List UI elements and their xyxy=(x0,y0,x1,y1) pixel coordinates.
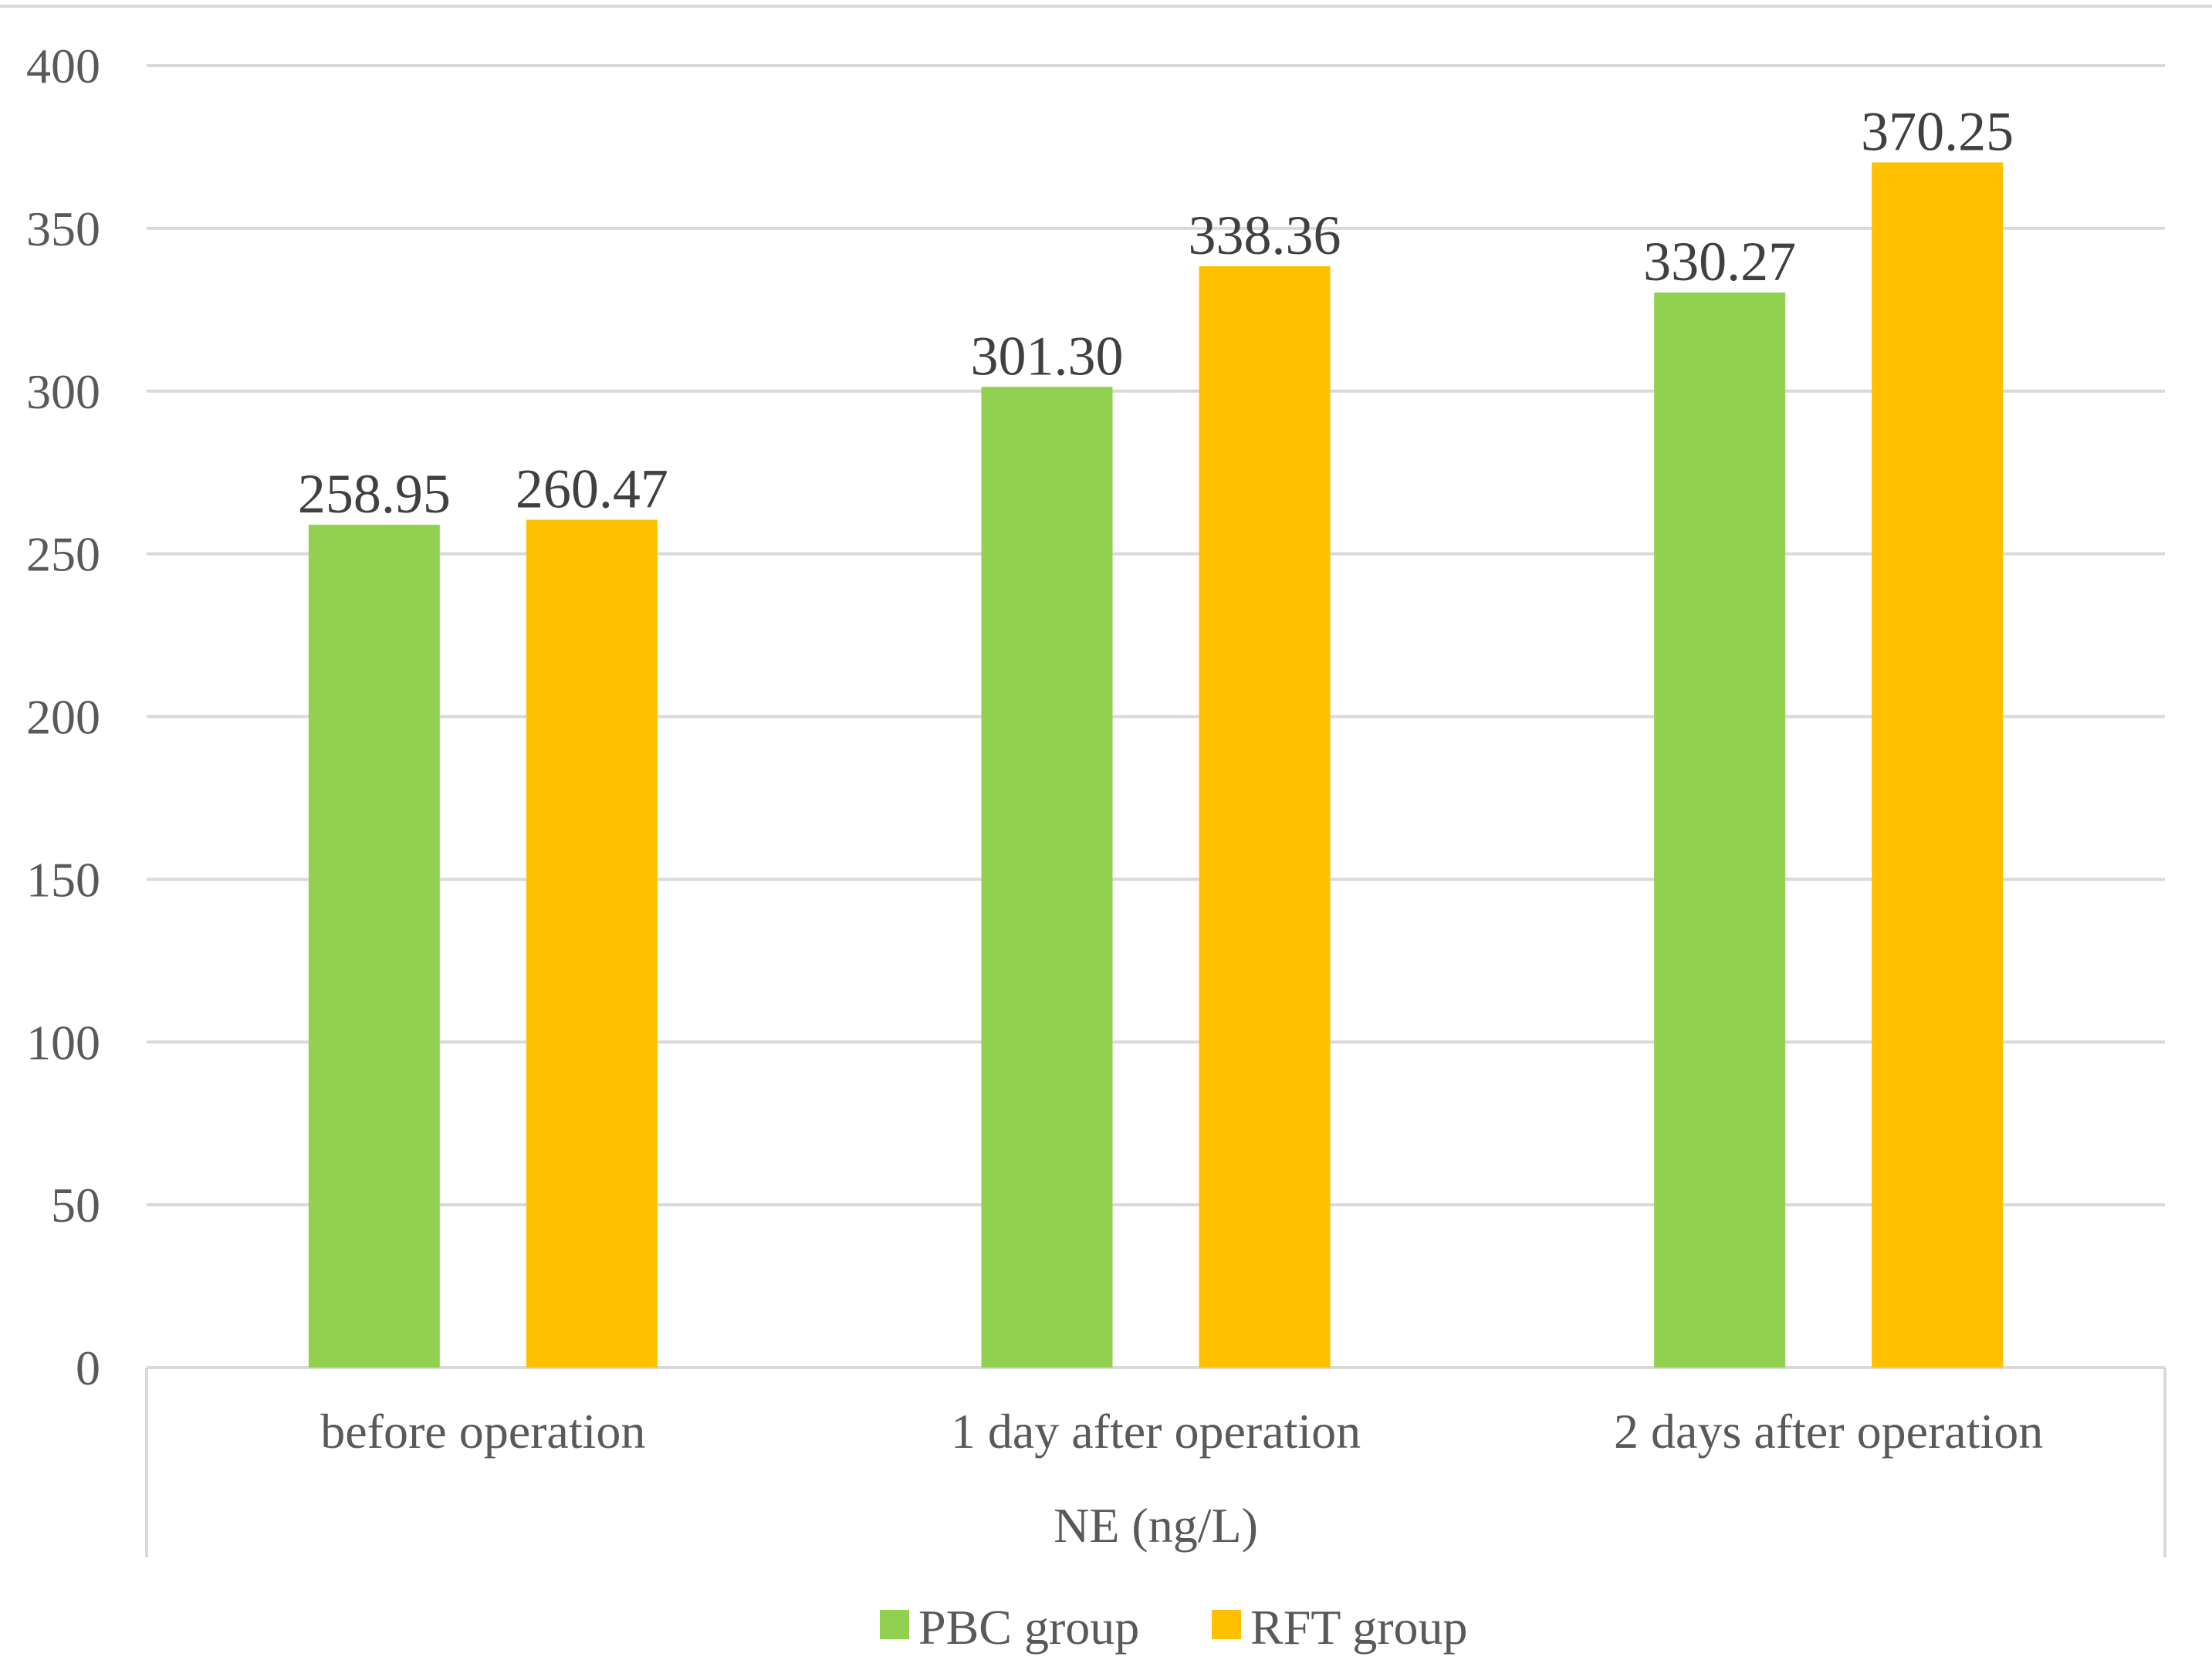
data-label: 301.30 xyxy=(971,325,1124,387)
y-tick-label: 0 xyxy=(76,1341,100,1395)
x-category-label: 1 day after operation xyxy=(951,1404,1361,1459)
y-tick-label: 200 xyxy=(26,690,100,745)
legend-swatch xyxy=(1212,1610,1241,1639)
data-label: 330.27 xyxy=(1643,231,1796,292)
x-axis-title: NE (ng/L) xyxy=(1054,1498,1258,1553)
bar-rft-group xyxy=(1872,162,2004,1368)
bar-pbc-group xyxy=(308,524,440,1368)
y-axis-ticks: 0 50 100 150 200 250 300 350 400 xyxy=(26,39,100,1395)
bars xyxy=(308,162,2004,1368)
x-category-label: before operation xyxy=(320,1404,645,1459)
legend-swatch xyxy=(880,1610,909,1639)
bar-rft-group xyxy=(1199,265,1331,1368)
data-label: 338.36 xyxy=(1189,205,1341,266)
axis-frame xyxy=(0,5,2212,1557)
bar-rft-group xyxy=(526,519,658,1368)
legend: PBC group RFT group xyxy=(880,1600,1468,1655)
data-label: 370.25 xyxy=(1861,100,2014,162)
bar-pbc-group xyxy=(1654,292,1786,1368)
y-tick-label: 150 xyxy=(26,852,100,907)
legend-label: RFT group xyxy=(1250,1600,1468,1655)
y-tick-label: 400 xyxy=(26,39,100,93)
y-tick-label: 250 xyxy=(26,527,100,582)
y-tick-label: 300 xyxy=(26,364,100,419)
gridlines xyxy=(147,64,2165,1207)
y-tick-label: 50 xyxy=(51,1178,100,1232)
legend-label: PBC group xyxy=(918,1600,1139,1655)
x-axis-categories: before operation 1 day after operation 2 d… xyxy=(320,1404,2043,1459)
legend-item-pbc-group: PBC group xyxy=(880,1600,1139,1655)
x-category-label: 2 days after operation xyxy=(1614,1404,2043,1459)
data-label: 258.95 xyxy=(298,463,451,525)
data-label: 260.47 xyxy=(516,458,668,519)
bar-pbc-group xyxy=(981,387,1113,1368)
y-tick-label: 350 xyxy=(26,201,100,256)
data-labels: 258.95 260.47 301.30 338.36 330.27 370.25 xyxy=(298,100,2014,524)
legend-item-rft-group: RFT group xyxy=(1212,1600,1468,1655)
y-tick-label: 100 xyxy=(26,1015,100,1070)
